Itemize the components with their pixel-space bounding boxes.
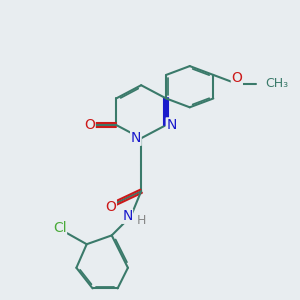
- Text: N: N: [122, 209, 133, 223]
- Text: O: O: [84, 118, 95, 132]
- Text: O: O: [105, 200, 116, 214]
- Text: Cl: Cl: [53, 221, 66, 235]
- Text: N: N: [166, 118, 177, 132]
- Text: H: H: [136, 214, 146, 227]
- Text: N: N: [131, 131, 141, 145]
- Text: CH₃: CH₃: [265, 77, 288, 90]
- Text: O: O: [231, 71, 242, 85]
